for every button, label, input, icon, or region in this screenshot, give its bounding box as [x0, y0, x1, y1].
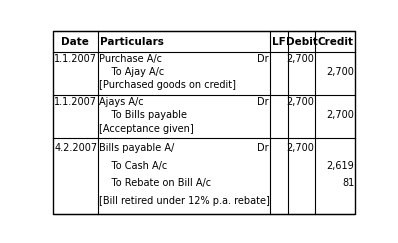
Text: Particulars: Particulars	[100, 37, 164, 47]
Text: 2,700: 2,700	[326, 67, 354, 77]
Text: Date: Date	[61, 37, 89, 47]
Text: 81: 81	[342, 178, 354, 188]
Text: [Acceptance given]: [Acceptance given]	[100, 123, 194, 133]
Text: 2,619: 2,619	[326, 161, 354, 171]
Text: 2,700: 2,700	[287, 54, 314, 64]
Text: Dr: Dr	[257, 97, 269, 107]
Text: To Bills payable: To Bills payable	[100, 111, 187, 121]
Text: To Cash A/c: To Cash A/c	[100, 161, 168, 171]
Text: To Rebate on Bill A/c: To Rebate on Bill A/c	[100, 178, 212, 188]
Text: 2,700: 2,700	[287, 97, 314, 107]
Text: [Purchased goods on credit]: [Purchased goods on credit]	[100, 80, 236, 90]
Text: 1.1.2007: 1.1.2007	[55, 54, 98, 64]
Text: Bills payable A/: Bills payable A/	[100, 143, 175, 153]
Text: 1.1.2007: 1.1.2007	[55, 97, 98, 107]
Text: Dr: Dr	[257, 54, 269, 64]
Text: Debit: Debit	[286, 37, 318, 47]
Text: Credit: Credit	[317, 37, 353, 47]
Text: 4.2.2007: 4.2.2007	[55, 143, 98, 153]
Text: Ajays A/c: Ajays A/c	[100, 97, 144, 107]
Text: Purchase A/c: Purchase A/c	[100, 54, 162, 64]
Text: LF: LF	[272, 37, 286, 47]
Text: [Bill retired under 12% p.a. rebate]: [Bill retired under 12% p.a. rebate]	[100, 196, 270, 206]
Text: 2,700: 2,700	[326, 111, 354, 121]
Text: To Ajay A/c: To Ajay A/c	[100, 67, 165, 77]
Text: Dr: Dr	[257, 143, 269, 153]
Text: 2,700: 2,700	[287, 143, 314, 153]
